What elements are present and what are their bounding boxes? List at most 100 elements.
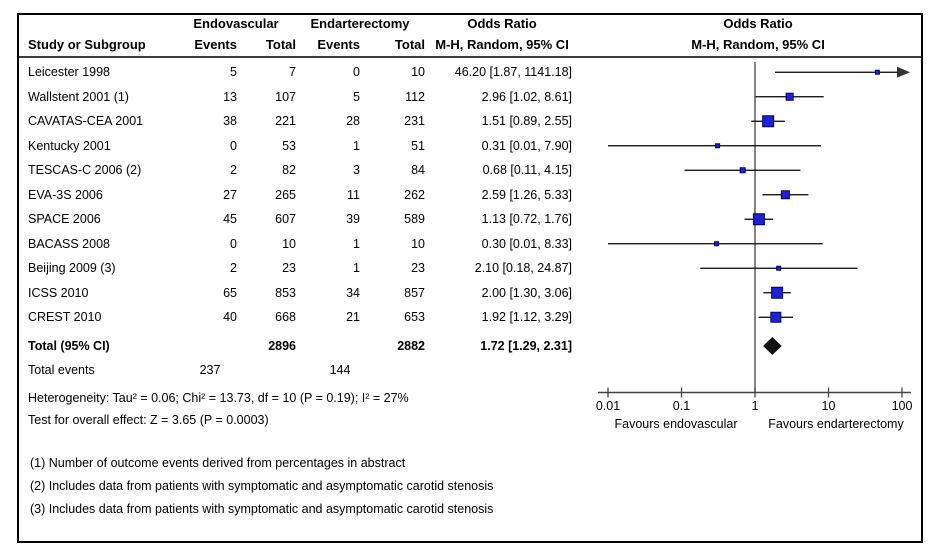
endo-total-cell: 265 [275,187,296,202]
column-header-study: Study or Subgroup [28,37,146,52]
study-row: SPACE 2006 45 607 39 589 1.13 [0.72, 1.76] [0,207,600,232]
endo-events-cell: 2 [230,163,237,177]
cea-total-cell: 262 [404,187,425,202]
or-point-marker [771,286,784,299]
study-name: TESCAS-C 2006 (2) [28,163,142,177]
study-row: CAVATAS-CEA 2001 38 221 28 231 1.51 [0.89, 2.… [0,109,600,134]
cea-total-cell: 653 [404,310,425,324]
column-header-cea-events: Events [317,37,360,52]
endo-events-cell: 0 [230,236,237,251]
column-header-cea-total: Total [394,37,425,52]
endo-events-cell: 40 [223,310,237,324]
endo-events-cell: 5 [230,65,237,79]
or-ci-cell: 0.31 [0.01, 7.90] [481,138,572,153]
axis-tick-label: 10 [822,399,836,413]
axis-tick-label: 100 [892,399,913,413]
cea-events-cell: 39 [346,212,360,226]
endo-total-cell: 82 [282,163,296,177]
endo-events-cell: 13 [223,89,237,104]
endo-total-cell: 107 [275,89,296,104]
or-ci-cell: 46.20 [1.87, 1141.18] [454,65,572,79]
study-row: Kentucky 2001 0 53 1 51 0.31 [0.01, 7.90] [0,134,600,159]
endo-events-cell: 2 [230,261,237,275]
or-ci-cell: 2.10 [0.18, 24.87] [474,261,572,275]
or-point-marker [752,213,765,226]
or-ci-cell: 2.00 [1.30, 3.06] [481,285,572,300]
study-name: CAVATAS-CEA 2001 [28,114,144,128]
footnote-2: (2) Includes data from patients with sym… [30,479,494,493]
study-name: BACASS 2008 [28,236,110,251]
study-row: Beijing 2009 (3) 2 23 1 23 2.10 [0.18, 24.87] [0,256,600,281]
or-column-header-title: Odds Ratio [467,16,537,31]
or-point-marker [874,69,880,75]
summary-diamond [763,337,782,355]
total-endo-n: 2896 [268,339,296,353]
cea-total-cell: 589 [404,212,425,226]
study-row: BACASS 2008 0 10 1 10 0.30 [0.01, 8.33] [0,232,600,257]
study-name: SPACE 2006 [28,212,101,226]
cea-total-cell: 231 [404,114,425,128]
total-events-cea: 144 [329,363,351,377]
study-name: Beijing 2009 (3) [28,261,116,275]
cea-events-cell: 21 [346,310,360,324]
or-ci-cell: 1.92 [1.12, 3.29] [481,310,572,324]
or-point-marker [776,265,782,271]
cea-total-cell: 51 [411,138,425,153]
study-row: Wallstent 2001 (1) 13 107 5 112 2.96 [1.02, 8… [0,85,600,110]
cea-events-cell: 1 [353,261,360,275]
cea-total-cell: 10 [411,65,425,79]
header-divider-line [19,56,921,58]
group-header-endovascular: Endovascular [193,16,279,31]
cea-total-cell: 112 [405,89,425,104]
total-label: Total (95% CI) [28,339,110,353]
cea-total-cell: 84 [411,163,425,177]
column-header-or-ci: M-H, Random, 95% CI [435,37,569,52]
endo-total-cell: 53 [282,138,296,153]
cea-events-cell: 11 [347,187,360,202]
total-events-row: Total events 237 144 [0,358,600,383]
total-events-endo: 237 [199,363,221,377]
endo-events-cell: 65 [223,285,237,300]
footnote-3: (3) Includes data from patients with sym… [30,502,494,516]
cea-events-cell: 1 [353,236,360,251]
cea-total-cell: 857 [404,285,425,300]
study-name: CREST 2010 [28,310,102,324]
cea-total-cell: 10 [411,236,425,251]
or-ci-cell: 2.96 [1.02, 8.61] [481,89,572,104]
study-name: ICSS 2010 [28,285,89,300]
total-cea-n: 2882 [397,339,425,353]
plot-header-or-ci: M-H, Random, 95% CI [691,37,825,52]
or-point-marker [762,115,775,128]
or-point-marker [780,190,790,200]
study-row: ICSS 2010 65 853 34 857 2.00 [1.30, 3.06] [0,281,600,306]
or-ci-cell: 0.30 [0.01, 8.33] [481,236,572,251]
total-events-label: Total events [28,363,95,377]
endo-events-cell: 38 [223,114,237,128]
endo-total-cell: 668 [275,310,296,324]
column-header-endo-total: Total [265,37,296,52]
endo-events-cell: 27 [223,187,237,202]
study-row: EVA-3S 2006 27 265 11 262 2.59 [1.26, 5.33] [0,183,600,208]
or-ci-cell: 1.51 [0.89, 2.55] [481,114,572,128]
axis-tick-label: 1 [752,399,759,413]
footnote-1: (1) Number of outcome events derived fro… [30,456,406,470]
endo-total-cell: 853 [275,285,296,300]
ci-clipped-arrow-icon [897,66,910,78]
cea-events-cell: 0 [353,65,360,79]
favours-left-label: Favours endovascular [615,417,738,431]
cea-events-cell: 34 [346,285,360,300]
endo-total-cell: 607 [275,212,296,226]
study-name: Kentucky 2001 [28,138,111,153]
study-name: Wallstent 2001 (1) [28,89,129,104]
total-or-value: 1.72 [1.29, 2.31] [480,339,572,353]
cea-events-cell: 3 [353,163,360,177]
heterogeneity-stats: Heterogeneity: Tau² = 0.06; Chi² = 13.73… [28,391,409,405]
cea-total-cell: 23 [411,261,425,275]
or-point-marker [739,167,746,174]
figure-border [17,13,923,543]
axis-tick-label: 0.01 [596,399,620,413]
study-name: Leicester 1998 [28,65,111,79]
study-row: CREST 2010 40 668 21 653 1.92 [1.12, 3.29] [0,305,600,330]
